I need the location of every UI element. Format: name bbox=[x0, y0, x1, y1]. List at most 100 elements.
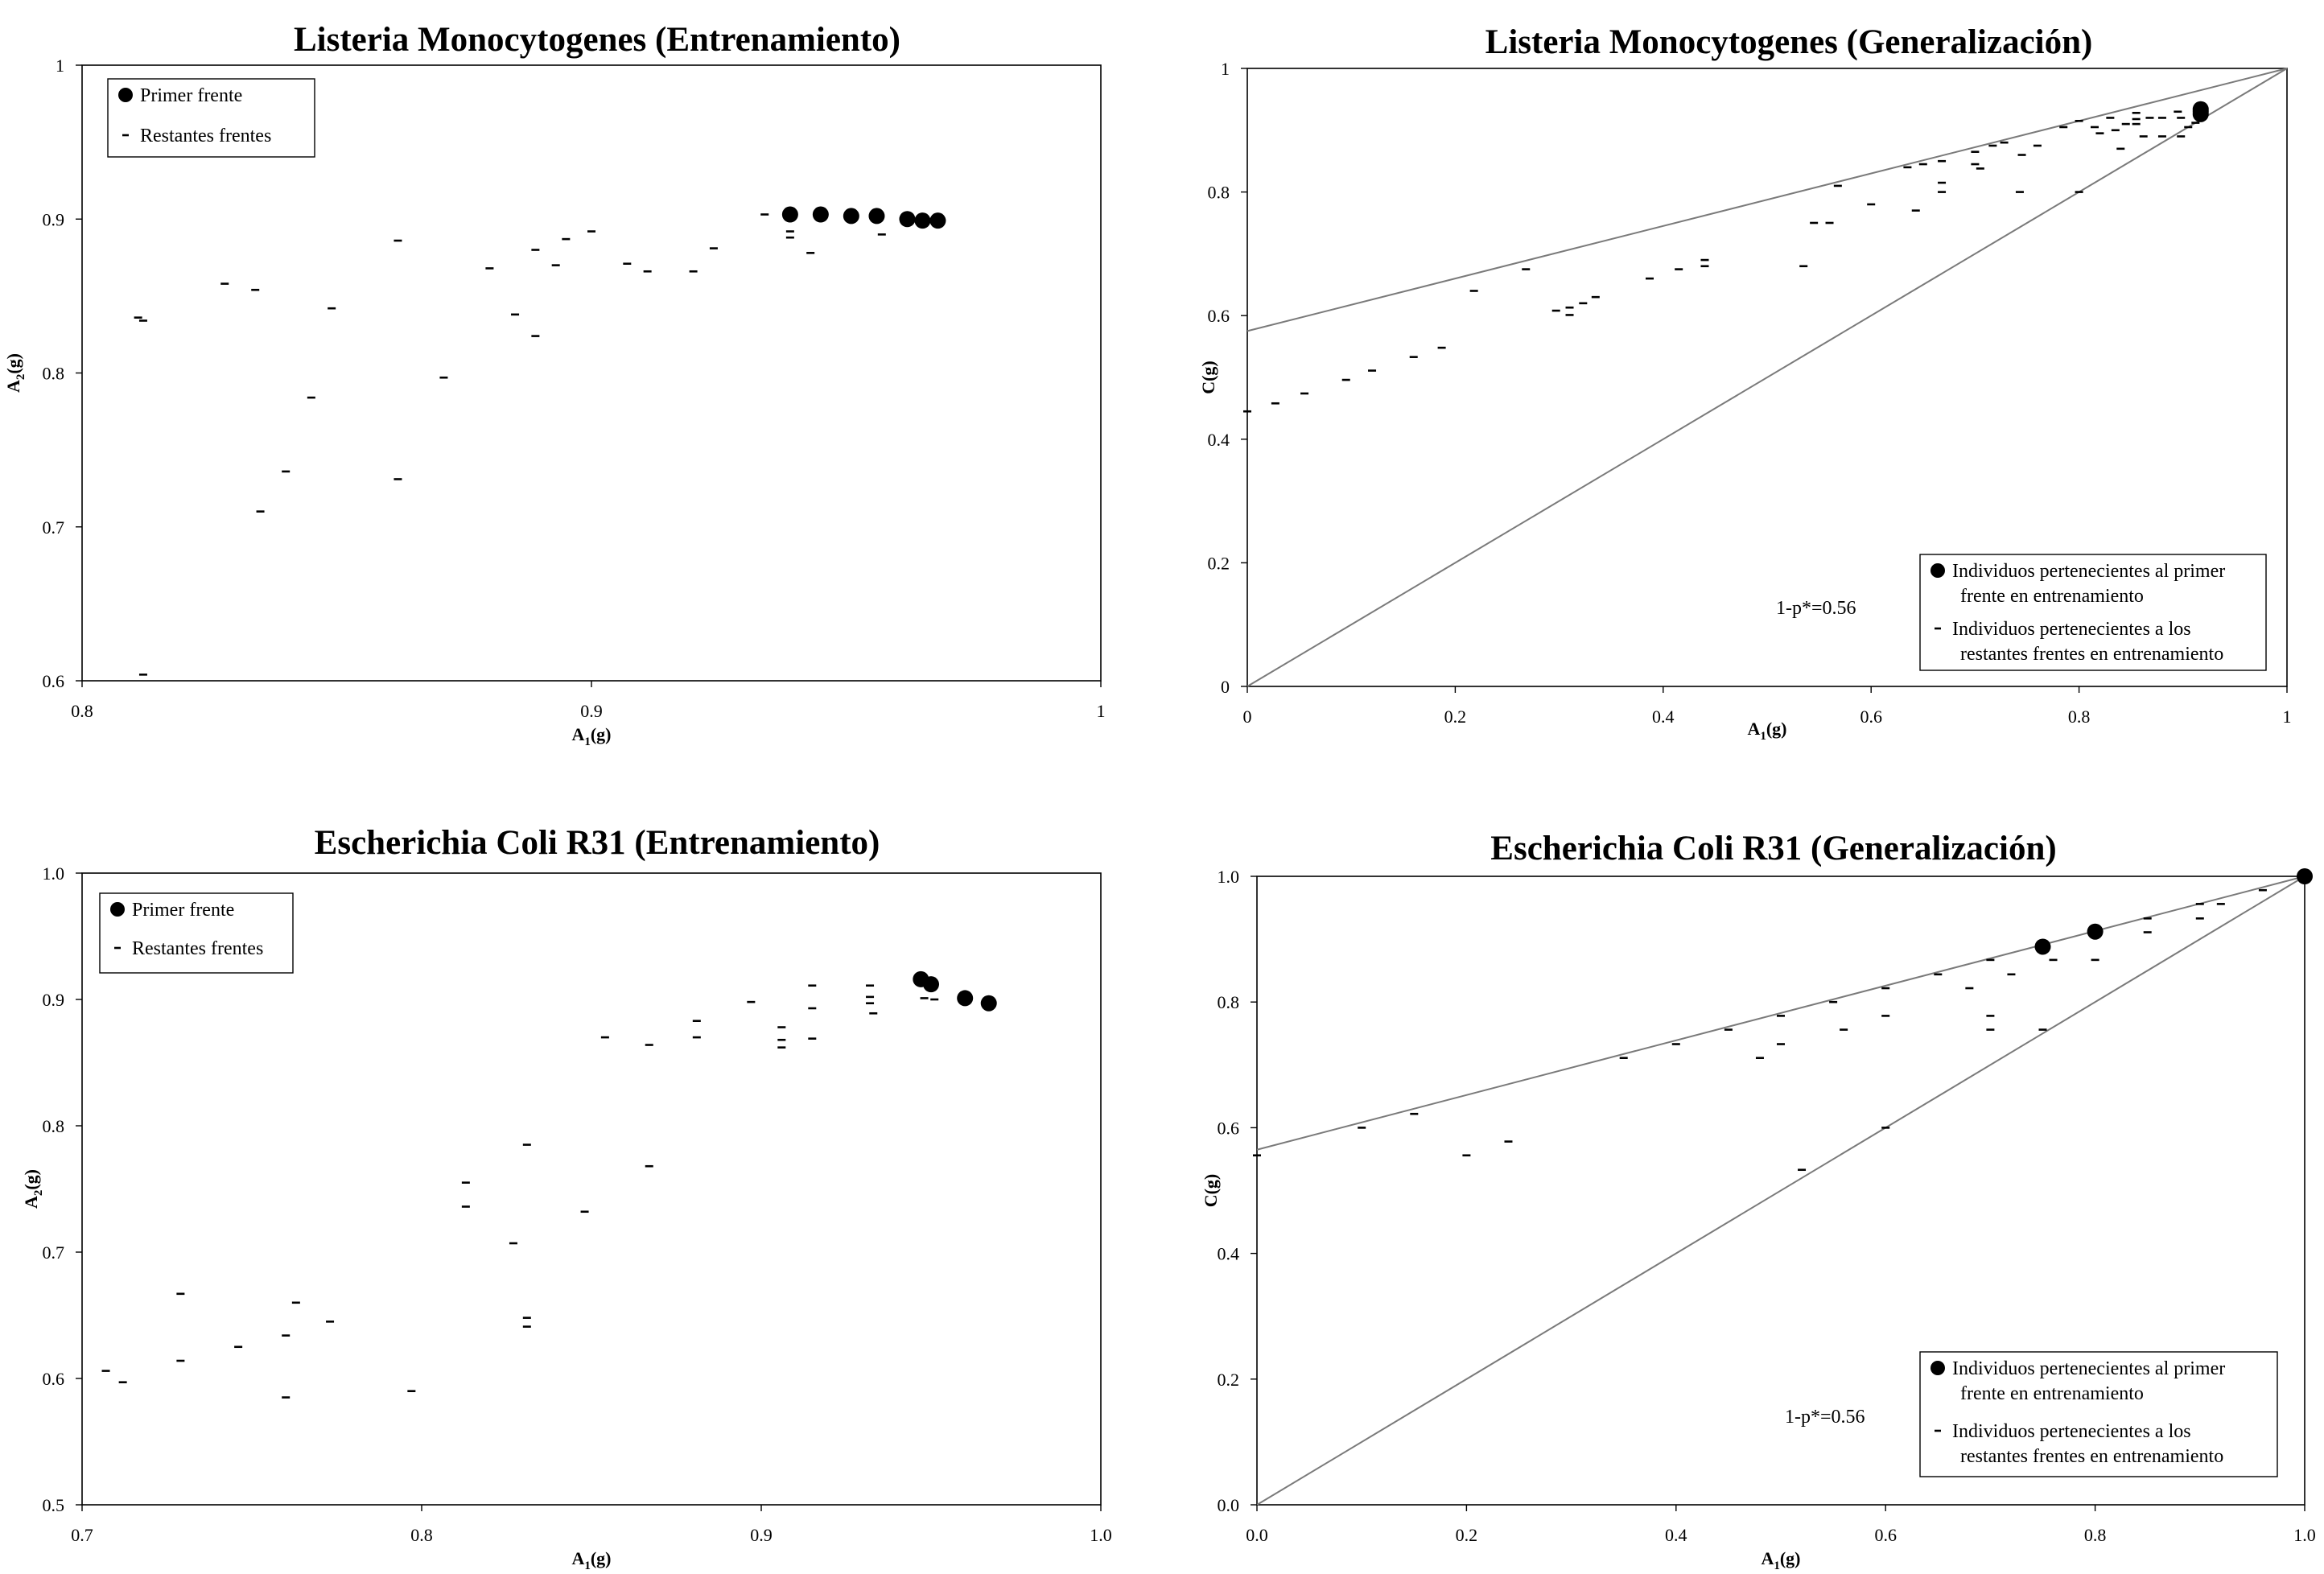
series-first-front bbox=[781, 206, 946, 229]
data-point-circle bbox=[929, 212, 946, 229]
chart-title: Escherichia Coli R31 (Generalización) bbox=[1490, 830, 2056, 867]
legend-entry-0: Individuos pertenecientes al primer frent… bbox=[1952, 1358, 2225, 1404]
x-tick-label: 0.8 bbox=[2084, 1525, 2107, 1545]
reference-line-1 bbox=[1246, 68, 2288, 687]
series-remaining-fronts bbox=[1253, 888, 2267, 1172]
legend-entry-0: Primer frente bbox=[140, 85, 242, 106]
series-first-front bbox=[2192, 101, 2209, 122]
x-tick-label: 1.0 bbox=[2293, 1525, 2316, 1545]
y-tick-label: 0.8 bbox=[1218, 992, 1240, 1012]
series-remaining-fronts bbox=[101, 984, 939, 1399]
data-point-circle bbox=[2192, 105, 2209, 122]
x-tick-label: 0.9 bbox=[750, 1525, 773, 1545]
data-point-circle bbox=[914, 212, 931, 229]
legend: Individuos pertenecientes al primer frent… bbox=[1919, 1351, 2278, 1477]
y-tick-label: 0.6 bbox=[43, 671, 65, 691]
data-point-circle bbox=[781, 206, 798, 223]
x-tick-label: 1 bbox=[2283, 707, 2292, 727]
legend: Individuos pertenecientes al primer frent… bbox=[1919, 554, 2267, 671]
x-tick-label: 0.2 bbox=[1444, 707, 1467, 727]
y-tick-label: 0.8 bbox=[43, 1116, 65, 1136]
data-point-circle bbox=[899, 211, 916, 228]
legend: Primer frente Restantes frentes bbox=[107, 78, 315, 158]
legend-marker-circle bbox=[110, 902, 125, 917]
x-tick-label: 0.6 bbox=[1874, 1525, 1897, 1545]
data-point-circle bbox=[923, 976, 939, 993]
x-tick-label: 0.8 bbox=[410, 1525, 433, 1545]
reference-line-1 bbox=[1256, 876, 2305, 1506]
annotation-1-p: 1-p*=0.56 bbox=[1785, 1407, 1865, 1428]
data-point-circle bbox=[812, 206, 829, 223]
data-point-circle bbox=[2087, 923, 2104, 940]
y-tick-label: 0.6 bbox=[1208, 306, 1230, 326]
y-tick-label: 0.2 bbox=[1218, 1370, 1240, 1390]
legend-box bbox=[1919, 1351, 2278, 1477]
y-tick-label: 0 bbox=[1221, 677, 1230, 697]
legend-entry-0: Individuos pertenecientes al primer frent… bbox=[1952, 561, 2225, 607]
legend-marker-circle bbox=[118, 88, 133, 102]
plot-area bbox=[1256, 876, 2305, 1506]
legend-entry-0: Primer frente bbox=[132, 900, 234, 921]
legend-marker-circle bbox=[1930, 1361, 1945, 1375]
data-point-circle bbox=[980, 995, 997, 1012]
x-tick-label: 1.0 bbox=[1090, 1525, 1112, 1545]
series-first-front bbox=[913, 970, 997, 1012]
y-tick-label: 0.8 bbox=[1208, 183, 1230, 203]
plot-area bbox=[1246, 68, 2288, 687]
y-tick-label: 0.4 bbox=[1218, 1244, 1240, 1264]
y-tick-label: 0.7 bbox=[43, 517, 65, 538]
chart-ecoli-training: Escherichia Coli R31 (Entrenamiento) 0.7 0… bbox=[21, 824, 1112, 1572]
reference-line-0 bbox=[1256, 876, 2305, 1151]
chart-title: Escherichia Coli R31 (Entrenamiento) bbox=[315, 824, 880, 862]
x-axis-label: A1(g) bbox=[1747, 719, 1786, 743]
legend-entry-1: Restantes frentes bbox=[132, 938, 263, 959]
x-tick-label: 0.8 bbox=[2068, 707, 2091, 727]
data-point-circle bbox=[2297, 868, 2313, 884]
chart-title: Listeria Monocytogenes (Entrenamiento) bbox=[294, 21, 900, 59]
reference-line-0 bbox=[1246, 68, 2288, 332]
x-axis-label: A1(g) bbox=[1761, 1548, 1800, 1572]
data-point-circle bbox=[843, 208, 859, 225]
legend-box bbox=[1919, 554, 2267, 671]
legend-entry-1: Restantes frentes bbox=[140, 126, 271, 146]
legend-entry-1: Individuos pertenecientes a los restantes… bbox=[1952, 1421, 2223, 1467]
y-tick-label: 0.6 bbox=[43, 1369, 65, 1389]
chart-ecoli-generalization: Escherichia Coli R31 (Generalización) 0.0… bbox=[1201, 830, 2316, 1572]
y-tick-label: 0.9 bbox=[43, 990, 65, 1010]
chart-listeria-training: Listeria Monocytogenes (Entrenamiento) 0.… bbox=[3, 21, 1106, 748]
y-tick-label: 0.0 bbox=[1218, 1495, 1240, 1515]
y-tick-label: 0.6 bbox=[1218, 1118, 1240, 1138]
legend: Primer frente Restantes frentes bbox=[99, 892, 294, 974]
x-tick-label: 0.8 bbox=[71, 701, 93, 721]
y-tick-label: 0.7 bbox=[43, 1242, 65, 1263]
legend-marker-circle bbox=[1930, 563, 1945, 578]
y-axis-label: A2(g) bbox=[21, 1169, 45, 1209]
x-axis-label: A1(g) bbox=[571, 724, 611, 748]
x-tick-label: 0 bbox=[1243, 707, 1252, 727]
y-tick-label: 1.0 bbox=[43, 863, 65, 884]
legend-box bbox=[107, 78, 315, 158]
x-axis-label: A1(g) bbox=[571, 1548, 611, 1572]
series-remaining-fronts bbox=[134, 213, 886, 676]
chart-title: Listeria Monocytogenes (Generalización) bbox=[1485, 23, 2093, 61]
x-tick-label: 0.6 bbox=[1860, 707, 1882, 727]
x-tick-label: 0.9 bbox=[580, 701, 603, 721]
y-tick-label: 0.4 bbox=[1208, 430, 1230, 450]
chart-listeria-generalization: Listeria Monocytogenes (Generalización) 0… bbox=[1198, 23, 2292, 743]
x-tick-label: 0.0 bbox=[1246, 1525, 1268, 1545]
y-tick-label: 1 bbox=[1221, 59, 1230, 79]
y-axis-label: A2(g) bbox=[3, 353, 27, 393]
x-tick-label: 0.4 bbox=[1665, 1525, 1687, 1545]
series-first-front bbox=[2034, 868, 2313, 955]
annotation-1-p: 1-p*=0.56 bbox=[1776, 598, 1856, 619]
y-tick-label: 1.0 bbox=[1218, 867, 1240, 887]
x-tick-label: 0.4 bbox=[1652, 707, 1675, 727]
y-axis-label: C(g) bbox=[1198, 361, 1218, 394]
y-tick-label: 0.2 bbox=[1208, 553, 1230, 573]
data-point-circle bbox=[957, 990, 974, 1007]
x-tick-label: 0.2 bbox=[1456, 1525, 1478, 1545]
legend-box bbox=[99, 892, 294, 974]
y-tick-label: 0.5 bbox=[43, 1495, 65, 1515]
y-tick-label: 0.9 bbox=[43, 209, 65, 229]
plot-area bbox=[81, 64, 1102, 682]
